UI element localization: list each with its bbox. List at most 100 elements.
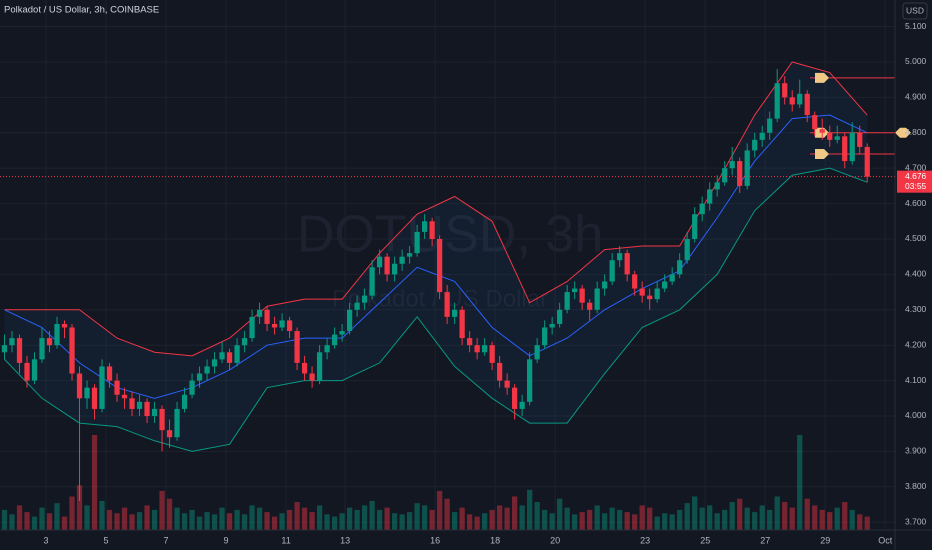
volume-bar xyxy=(61,516,68,530)
volume-bar xyxy=(196,516,203,530)
y-tick-label: 4.900 xyxy=(905,92,927,102)
candle-body xyxy=(632,274,638,289)
volume-bar xyxy=(114,513,120,530)
countdown: 03:55 xyxy=(905,181,927,191)
volume-bar xyxy=(211,514,218,530)
x-tick-label: 9 xyxy=(224,535,229,545)
volume-bar xyxy=(376,509,383,530)
candle-body xyxy=(294,331,300,363)
volume-bar xyxy=(181,513,188,530)
candle-body xyxy=(226,352,233,363)
x-tick-label: 3 xyxy=(43,535,48,545)
candle-body xyxy=(857,132,863,147)
volume-bar xyxy=(241,514,248,530)
y-tick-label: 4.300 xyxy=(905,304,927,314)
volume-bar xyxy=(519,505,525,530)
volume-bar xyxy=(564,507,570,530)
y-tick-label: 4.200 xyxy=(905,339,927,349)
candle-body xyxy=(354,302,360,310)
volume-bar xyxy=(452,512,458,530)
candle-body xyxy=(557,309,563,324)
band-middle xyxy=(4,114,868,399)
volume-bar xyxy=(579,512,585,530)
candle-body xyxy=(609,260,615,282)
volume-bar xyxy=(339,513,345,530)
currency-box[interactable] xyxy=(902,2,928,20)
candle-body xyxy=(129,398,135,409)
volume-bar xyxy=(812,505,818,530)
volume-bar xyxy=(136,512,143,530)
volume-bar xyxy=(436,490,443,530)
candle-body xyxy=(436,238,443,293)
volume-bar xyxy=(609,507,615,530)
candle-body xyxy=(759,132,765,140)
candle-body xyxy=(339,331,345,335)
volume-bar xyxy=(692,496,698,530)
y-tick-label: 4.000 xyxy=(905,410,927,420)
candle-body xyxy=(587,302,593,310)
volume-bar xyxy=(189,509,195,530)
volume-bar xyxy=(331,516,338,530)
candle-body xyxy=(579,288,585,303)
chart-title: Polkadot / US Dollar, 3h, COINBASE xyxy=(4,5,159,16)
candle-body xyxy=(264,309,270,324)
volume-bar xyxy=(677,509,683,530)
volume-bar xyxy=(144,505,150,530)
volume-bar xyxy=(121,507,128,530)
candle-body xyxy=(271,323,278,328)
candle-body xyxy=(459,309,465,339)
volume-bar xyxy=(16,505,23,530)
volume-bar xyxy=(819,509,825,530)
volume-bar xyxy=(669,514,675,530)
volume-bar xyxy=(159,490,165,530)
candle-body xyxy=(286,320,293,332)
candle-body xyxy=(361,295,368,303)
candle-body xyxy=(61,323,68,328)
x-tick-label: 25 xyxy=(700,535,710,545)
volume-bar xyxy=(759,505,765,530)
candle-body xyxy=(54,323,60,346)
candle-body xyxy=(99,366,105,409)
volume-bar xyxy=(744,507,750,530)
y-tick-label: 4.700 xyxy=(905,162,927,172)
candle-body xyxy=(429,221,435,239)
candle-body xyxy=(331,334,338,346)
candle-body xyxy=(241,338,248,346)
candle-body xyxy=(316,352,323,381)
candle-body xyxy=(256,309,263,317)
candle-body xyxy=(714,182,720,190)
volume-bar xyxy=(684,503,690,530)
candle-body xyxy=(1,345,8,353)
level-marker xyxy=(815,149,829,160)
last-price-label: 4.676 xyxy=(905,171,927,181)
volume-bar xyxy=(421,505,428,530)
candle-body xyxy=(144,401,150,416)
level-marker xyxy=(815,72,829,83)
candle-body xyxy=(519,401,525,409)
candle-body xyxy=(189,380,195,395)
candle-body xyxy=(497,362,503,381)
volume-bar xyxy=(309,512,315,530)
volume-bar xyxy=(722,509,728,530)
candle-body xyxy=(662,281,668,289)
y-tick-label: 5.000 xyxy=(905,56,927,66)
volume-bar xyxy=(91,435,98,530)
candle-body xyxy=(444,292,450,317)
volume-bar xyxy=(662,513,668,530)
volume-bar xyxy=(226,513,233,530)
volume-bar xyxy=(69,496,75,530)
candle-body xyxy=(504,380,510,388)
currency[interactable]: USD xyxy=(906,5,924,15)
candle-body xyxy=(684,238,690,261)
x-tick-label: 29 xyxy=(820,535,830,545)
candle-body xyxy=(827,132,833,140)
volume-bar xyxy=(617,509,623,530)
x-tick-label: 27 xyxy=(760,535,770,545)
volume-bar xyxy=(707,505,713,530)
volume-bar xyxy=(271,516,278,530)
volume-bar xyxy=(1,509,8,530)
candle-body xyxy=(804,93,810,116)
volume-bar xyxy=(286,509,293,530)
volume-bar xyxy=(234,509,240,530)
candle-body xyxy=(549,323,555,328)
